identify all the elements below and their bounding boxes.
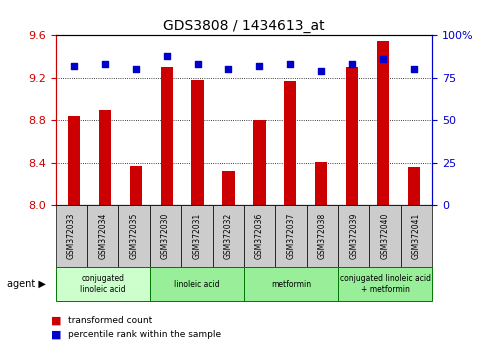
Text: GSM372039: GSM372039 bbox=[349, 213, 358, 259]
Text: conjugated
linoleic acid: conjugated linoleic acid bbox=[80, 274, 126, 294]
Point bbox=[163, 53, 170, 59]
Point bbox=[410, 67, 418, 72]
Point bbox=[317, 68, 325, 74]
Text: GSM372034: GSM372034 bbox=[98, 213, 107, 259]
Point bbox=[194, 62, 201, 67]
Text: percentile rank within the sample: percentile rank within the sample bbox=[68, 330, 221, 339]
Bar bbox=[222, 171, 235, 354]
Text: ■: ■ bbox=[51, 315, 61, 325]
Bar bbox=[315, 162, 327, 354]
Point bbox=[70, 63, 78, 69]
Bar bbox=[408, 167, 420, 354]
Point bbox=[132, 67, 140, 72]
Title: GDS3808 / 1434613_at: GDS3808 / 1434613_at bbox=[163, 19, 325, 33]
Text: GSM372038: GSM372038 bbox=[318, 213, 327, 259]
Text: GSM372037: GSM372037 bbox=[286, 213, 296, 259]
Bar bbox=[160, 67, 173, 354]
Text: agent ▶: agent ▶ bbox=[7, 279, 46, 289]
Text: GSM372040: GSM372040 bbox=[381, 213, 390, 259]
Bar bbox=[191, 80, 204, 354]
Text: GSM372036: GSM372036 bbox=[255, 213, 264, 259]
Point bbox=[348, 62, 356, 67]
Text: GSM372031: GSM372031 bbox=[192, 213, 201, 259]
Text: GSM372030: GSM372030 bbox=[161, 213, 170, 259]
Text: GSM372032: GSM372032 bbox=[224, 213, 233, 259]
Bar bbox=[346, 67, 358, 354]
Text: GSM372035: GSM372035 bbox=[129, 213, 139, 259]
Text: ■: ■ bbox=[51, 330, 61, 339]
Point bbox=[379, 56, 387, 62]
Bar bbox=[68, 116, 80, 354]
Bar bbox=[284, 81, 297, 354]
Text: GSM372041: GSM372041 bbox=[412, 213, 421, 259]
Bar bbox=[377, 41, 389, 354]
Bar bbox=[99, 110, 111, 354]
Text: GSM372033: GSM372033 bbox=[67, 213, 76, 259]
Text: metformin: metformin bbox=[271, 280, 311, 289]
Text: linoleic acid: linoleic acid bbox=[174, 280, 220, 289]
Text: conjugated linoleic acid
+ metformin: conjugated linoleic acid + metformin bbox=[340, 274, 431, 294]
Text: transformed count: transformed count bbox=[68, 316, 152, 325]
Point bbox=[256, 63, 263, 69]
Point bbox=[225, 67, 232, 72]
Point bbox=[101, 62, 109, 67]
Bar bbox=[129, 166, 142, 354]
Point bbox=[286, 62, 294, 67]
Bar bbox=[253, 120, 266, 354]
